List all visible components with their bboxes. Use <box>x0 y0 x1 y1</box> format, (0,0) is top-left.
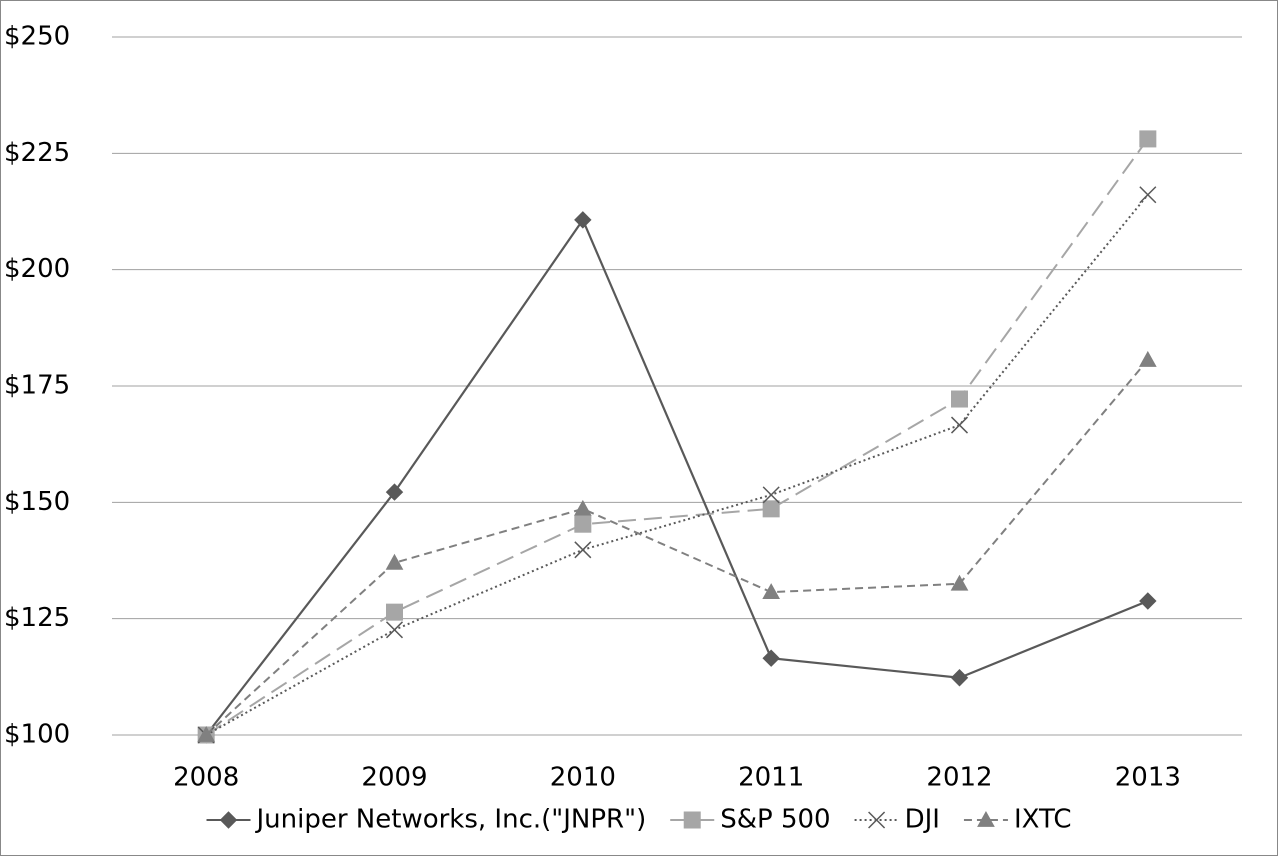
data-point <box>762 649 780 667</box>
legend-label: DJI <box>905 805 940 835</box>
legend-marker <box>219 811 238 829</box>
data-point <box>1138 350 1157 367</box>
data-point <box>385 483 404 501</box>
legend-label: Juniper Networks, Inc.("JNPR") <box>255 805 647 835</box>
data-point <box>385 553 404 570</box>
legend-label: IXTC <box>1014 805 1072 835</box>
data-point <box>574 211 592 229</box>
data-point <box>197 725 216 742</box>
legend-label: S&P 500 <box>720 805 830 835</box>
y-tick-label: $250 <box>4 22 70 52</box>
series-line <box>205 359 1149 736</box>
series-line <box>205 217 1149 736</box>
data-point <box>1139 186 1157 204</box>
data-point <box>950 669 969 687</box>
legend-marker <box>868 811 886 829</box>
data-point <box>386 603 403 621</box>
y-tick-label: $225 <box>4 138 70 168</box>
y-tick-label: $150 <box>4 487 70 517</box>
data-point <box>950 574 969 591</box>
data-point <box>573 499 592 516</box>
data-point <box>762 486 780 504</box>
y-tick-label: $100 <box>4 720 70 750</box>
legend-marker <box>977 810 995 827</box>
x-tick-label: 2012 <box>926 763 992 793</box>
x-tick-label: 2009 <box>361 763 427 793</box>
x-tick-label: 2013 <box>1115 763 1181 793</box>
data-point <box>762 500 780 518</box>
series-line <box>205 194 1149 736</box>
x-tick-label: 2010 <box>550 763 616 793</box>
data-point <box>574 541 592 559</box>
data-point <box>385 621 404 639</box>
data-point <box>762 583 781 600</box>
data-point <box>574 515 592 533</box>
data-point <box>950 416 969 434</box>
x-tick-label: 2008 <box>173 763 239 793</box>
y-tick-label: $175 <box>4 371 70 401</box>
data-point <box>1139 592 1157 610</box>
series-line <box>205 138 1149 736</box>
x-tick-label: 2011 <box>738 763 804 793</box>
y-tick-label: $200 <box>4 254 70 284</box>
data-point <box>951 390 968 408</box>
legend-marker <box>683 811 701 829</box>
data-point <box>1139 130 1157 148</box>
y-tick-label: $125 <box>4 603 70 633</box>
